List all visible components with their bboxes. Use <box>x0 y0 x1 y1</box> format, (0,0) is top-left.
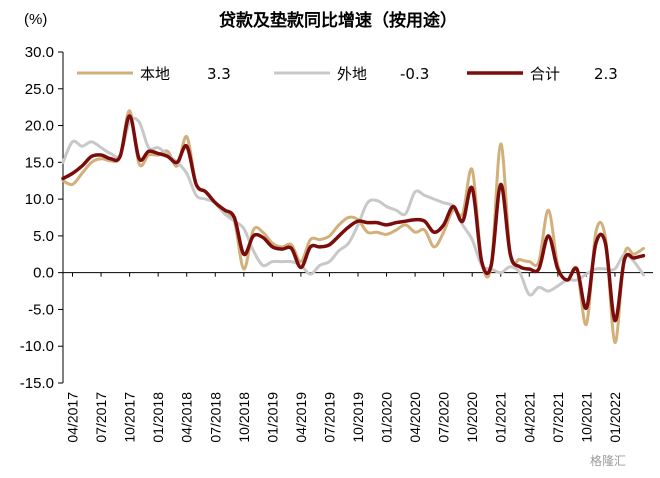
y-tick-label: 0.0 <box>33 265 54 282</box>
x-tick-label: 07/2020 <box>436 392 452 443</box>
series-layer <box>61 109 646 345</box>
legend-item-local: 本地 3.3 <box>77 65 231 83</box>
legend-value-local: 3.3 <box>207 65 231 83</box>
x-tick-label: 04/2018 <box>179 392 195 443</box>
y-tick-label: 25.0 <box>25 81 54 98</box>
x-tick-label: 10/2019 <box>350 392 366 443</box>
x-tick-label: 07/2017 <box>93 392 109 443</box>
x-tick-label: 04/2020 <box>407 392 423 443</box>
y-axis-unit-label: (%) <box>24 11 47 28</box>
legend-label-total: 合计 <box>530 65 560 83</box>
legend-value-total: 2.3 <box>594 65 618 83</box>
legend-item-other: 外地 -0.3 <box>274 65 429 83</box>
x-tick-label: 10/2021 <box>578 392 594 443</box>
x-tick-label: 01/2018 <box>150 392 166 443</box>
x-tick-label: 07/2019 <box>321 392 337 443</box>
y-tick-label: 10.0 <box>25 191 54 208</box>
legend-label-local: 本地 <box>140 65 170 83</box>
x-tick-label: 04/2017 <box>65 392 81 443</box>
series-line-total <box>61 114 646 323</box>
x-tick-label: 10/2017 <box>122 392 138 443</box>
x-tick-label: 04/2021 <box>521 392 537 443</box>
x-tick-label: 10/2020 <box>464 392 480 443</box>
legend-label-other: 外地 <box>337 65 367 83</box>
series-line-other <box>61 116 645 297</box>
chart-title: 贷款及垫款同比增速（按用途） <box>219 10 457 31</box>
y-tick-label: -10.0 <box>20 338 54 355</box>
y-tick-label: 20.0 <box>25 118 54 135</box>
x-tick-label: 07/2021 <box>550 392 566 443</box>
y-tick-label: 5.0 <box>33 228 54 245</box>
y-axis: 30.0 25.0 20.0 15.0 10.0 5.0 0.0 -5.0 -10.0 -15.0 <box>20 44 63 392</box>
x-tick-label: 01/2021 <box>493 392 509 443</box>
y-tick-label: -15.0 <box>20 375 54 392</box>
y-tick-label: 15.0 <box>25 154 54 171</box>
legend-item-total: 合计 2.3 <box>467 65 618 83</box>
x-tick-label: 01/2019 <box>264 392 280 443</box>
x-tick-label: 07/2018 <box>207 392 223 443</box>
x-tick-label: 01/2020 <box>379 392 395 443</box>
legend-value-other: -0.3 <box>400 65 429 83</box>
series-line-local <box>61 109 645 345</box>
y-tick-label: 30.0 <box>25 44 54 61</box>
x-tick-label: 01/2022 <box>607 392 623 443</box>
x-axis: 04/2017 07/2017 10/2017 01/2018 04/2018 07/20… <box>65 272 623 443</box>
watermark-text: 格隆汇 <box>590 453 626 468</box>
x-tick-label: 04/2019 <box>293 392 309 443</box>
y-tick-label: -5.0 <box>28 301 54 318</box>
legend: 本地 3.3 外地 -0.3 合计 2.3 <box>77 65 618 83</box>
x-tick-label: 10/2018 <box>236 392 252 443</box>
